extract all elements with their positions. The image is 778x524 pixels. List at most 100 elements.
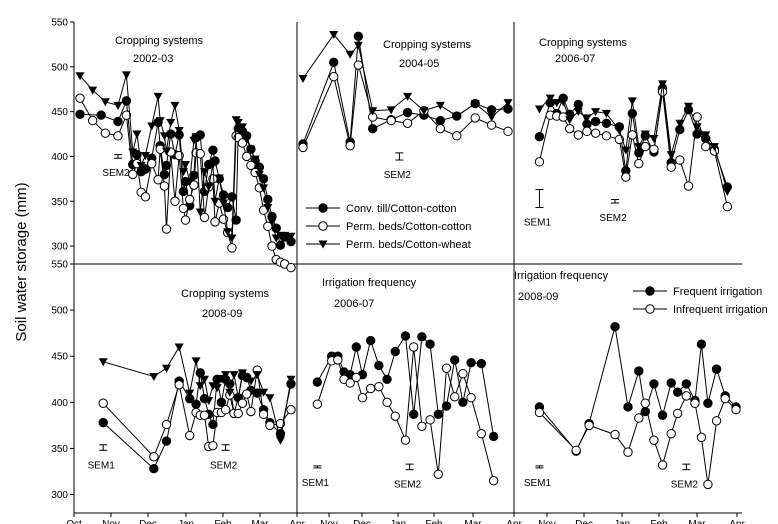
data-point-open (690, 398, 700, 408)
y-tick-label: 300 (51, 490, 68, 501)
data-point-filled (231, 215, 241, 225)
data-point-triangle (345, 50, 355, 59)
data-point-open (681, 391, 692, 401)
data-point-open (149, 452, 159, 462)
data-point-open (675, 155, 685, 165)
x-tick-label: Mar (688, 519, 706, 524)
data-point-filled (696, 339, 707, 349)
data-point-triangle (170, 101, 180, 110)
data-point-filled (417, 332, 427, 342)
data-point-triangle (100, 98, 110, 107)
panel-subtitle: 2006-07 (334, 298, 374, 310)
chart-panel: Cropping systems 2006-07 SEM1 SEM2 (524, 37, 733, 229)
data-point-triangle (265, 394, 275, 403)
panel-subtitle: 2004-05 (399, 58, 439, 70)
legend-label: Perm. beds/Cotton-cotton (346, 221, 471, 233)
series-open (298, 60, 513, 153)
data-point-open (233, 408, 243, 419)
data-point-open (159, 181, 170, 191)
data-point-triangle (722, 187, 732, 196)
data-point-triangle (565, 116, 575, 125)
data-point-filled (275, 428, 286, 439)
data-point-filled (435, 115, 446, 126)
data-point-triangle (386, 106, 396, 115)
data-point-open (365, 383, 376, 394)
data-point-open (241, 389, 252, 399)
data-point-open (534, 157, 545, 167)
x-tick-label: Jan (390, 519, 406, 524)
data-point-filled (275, 240, 286, 250)
data-point-open (161, 224, 172, 234)
data-point-triangle (174, 126, 184, 135)
data-point-open (649, 435, 659, 445)
data-point-open (128, 169, 138, 180)
data-point-triangle (353, 41, 363, 50)
data-point-filled (113, 116, 123, 127)
data-point-open (353, 60, 364, 70)
data-point-triangle (162, 364, 172, 373)
sem-label: SEM2 (599, 213, 627, 224)
legend-label: Conv. till/Cotton-cotton (346, 203, 456, 215)
series-open (312, 342, 499, 486)
data-point-filled (433, 409, 443, 420)
data-point-triangle (627, 97, 637, 106)
data-point-open (584, 420, 594, 431)
data-point-triangle (132, 130, 142, 139)
panel-subtitle: 2008-09 (202, 308, 242, 320)
x-tick-label: Dec (353, 519, 371, 524)
sem-label: SEM1 (524, 478, 552, 489)
data-point-filled (666, 378, 676, 388)
sem-bar: SEM2 (671, 463, 698, 491)
series-line (102, 372, 292, 470)
data-point-open (441, 363, 452, 373)
data-point-triangle (640, 130, 650, 139)
data-point-open (571, 445, 581, 455)
sem-bar: SEM1 (302, 465, 329, 489)
sem-bar: SEM2 (394, 463, 422, 491)
data-point-triangle (140, 152, 150, 161)
data-point-filled (627, 108, 638, 119)
data-point-triangle (250, 155, 260, 164)
data-point-triangle (210, 197, 220, 206)
data-point-triangle (368, 107, 378, 116)
sem-bar: SEM1 (88, 444, 115, 471)
data-point-open (458, 369, 468, 379)
data-point-filled (645, 286, 655, 296)
panel-subtitle: 2002-03 (133, 53, 173, 65)
data-point-triangle (181, 161, 190, 170)
data-point-open (470, 113, 480, 123)
data-point-open (153, 175, 163, 185)
data-point-triangle (149, 373, 159, 382)
data-point-triangle (162, 147, 172, 156)
data-point-open (672, 408, 683, 419)
y-tick-label: 450 (51, 352, 68, 363)
data-point-triangle (214, 174, 224, 183)
data-point-triangle (692, 123, 702, 132)
data-point-triangle (658, 80, 668, 89)
data-point-triangle (147, 122, 157, 131)
series-line (316, 346, 495, 481)
data-point-open (140, 192, 151, 202)
data-point-triangle (218, 199, 228, 208)
data-point-triangle (666, 151, 676, 160)
panel-title: Cropping systems (115, 35, 204, 47)
data-point-open (731, 405, 741, 415)
data-point-open (237, 398, 248, 408)
data-point-triangle (223, 228, 233, 237)
data-point-open (466, 393, 476, 403)
data-point-open (286, 405, 296, 415)
data-point-open (374, 381, 384, 392)
series-triangle (298, 31, 513, 122)
data-point-open (246, 406, 256, 417)
sem-bar: SEM2 (384, 152, 411, 181)
data-point-filled (488, 431, 499, 442)
sem-bar: SEM2 (599, 198, 627, 224)
data-point-filled (382, 374, 392, 384)
panel-title: Irrigation frequency (514, 270, 609, 282)
data-point-triangle (601, 109, 611, 118)
data-point-triangle (286, 232, 296, 241)
panel-title: Cropping systems (539, 37, 628, 49)
data-point-triangle (242, 135, 252, 144)
data-point-triangle (237, 123, 247, 132)
data-point-open (657, 87, 668, 97)
